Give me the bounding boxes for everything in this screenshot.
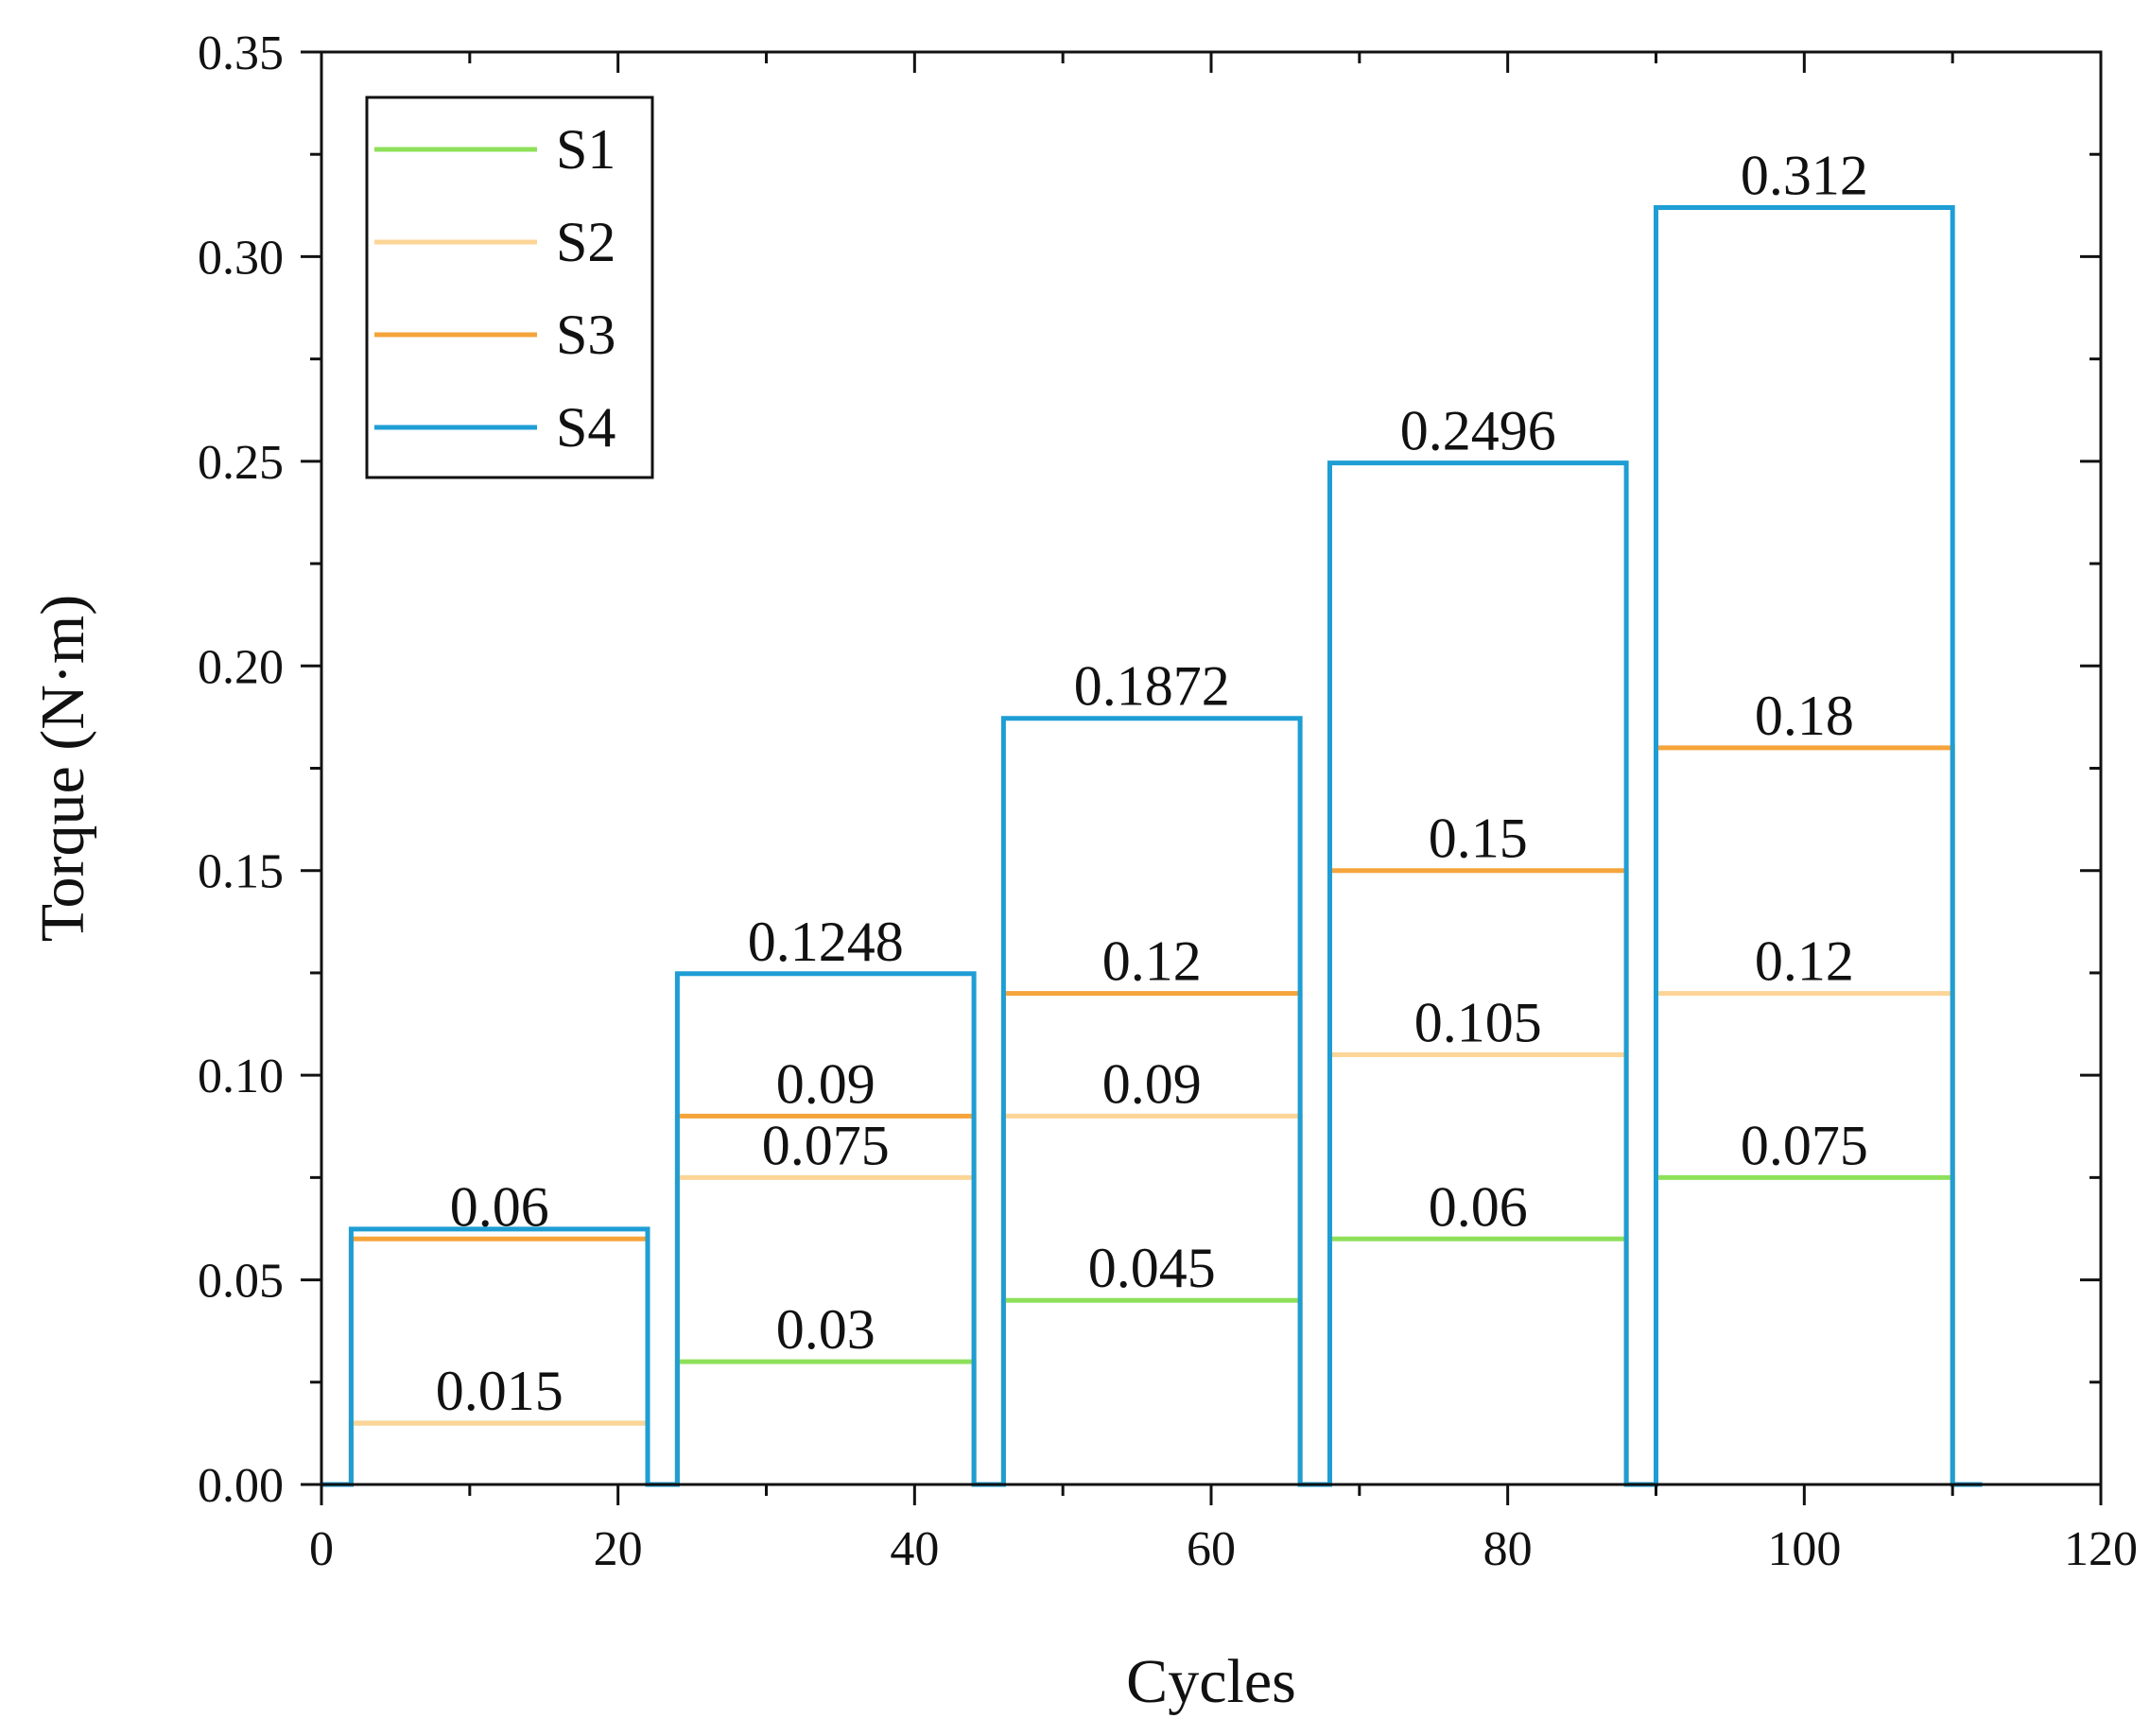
series-line-s4: [321, 205, 1983, 1487]
data-label-s3: 0.15: [1429, 807, 1528, 870]
data-label-s1: 0.045: [1088, 1237, 1216, 1299]
data-label-s3: 0.06: [450, 1175, 549, 1238]
x-tick-label: 80: [1483, 1522, 1533, 1576]
data-label-s2: 0.12: [1755, 930, 1854, 993]
y-tick-label: 0.20: [198, 640, 284, 694]
legend-box: [365, 95, 654, 479]
data-label-s3: 0.18: [1755, 685, 1854, 747]
data-label-s4: 0.1248: [748, 911, 904, 973]
y-tick-label: 0.35: [198, 26, 284, 80]
data-label-s3: 0.09: [776, 1052, 876, 1115]
x-tick-label: 100: [1767, 1522, 1841, 1576]
data-label-s4: 0.1872: [1074, 655, 1230, 718]
x-tick-label: 120: [2064, 1522, 2138, 1576]
series-layer: [321, 205, 1983, 1487]
axes-layer: 0 20 40 60 80 100 120 0.00 0.05 0.10 0.15 0.20 0.25 0…: [28, 26, 2138, 1716]
x-tick-label: 60: [1187, 1522, 1236, 1576]
x-tick-label: 40: [890, 1522, 939, 1576]
y-tick-label: 0.05: [198, 1255, 284, 1309]
y-axis-title: Torque (N·m): [28, 595, 97, 942]
y-tick-label: 0.15: [198, 845, 284, 899]
legend-label-s3: S3: [556, 304, 616, 366]
y-tick-label: 0.25: [198, 436, 284, 490]
data-label-s2: 0.09: [1102, 1052, 1202, 1115]
data-label-s2: 0.075: [762, 1114, 890, 1176]
data-label-s3: 0.12: [1102, 930, 1202, 993]
data-label-s1: 0.075: [1741, 1114, 1868, 1176]
data-label-s4: 0.312: [1741, 144, 1868, 206]
legend: S1 S2 S3 S4: [365, 95, 654, 479]
data-label-s1: 0.03: [776, 1298, 876, 1361]
y-tick-label: 0.30: [198, 231, 284, 285]
x-axis-title: Cycles: [1126, 1647, 1296, 1716]
y-tick-label: 0.10: [198, 1050, 284, 1103]
x-tick-label: 0: [309, 1522, 334, 1576]
legend-label-s4: S4: [556, 396, 616, 459]
data-label-s1: 0.06: [1429, 1175, 1528, 1238]
legend-label-s2: S2: [556, 211, 616, 273]
data-label-s4: 0.2496: [1400, 400, 1556, 462]
data-label-s2: 0.105: [1414, 992, 1542, 1054]
legend-label-s1: S1: [556, 118, 616, 181]
data-label-s1: 0.015: [436, 1360, 564, 1422]
y-tick-label: 0.00: [198, 1459, 284, 1513]
series-line-s1: [321, 1174, 1983, 1487]
value-labels-layer: 0.0150.030.0450.060.0750.0750.090.1050.1…: [436, 144, 1868, 1422]
x-tick-label: 20: [594, 1522, 643, 1576]
